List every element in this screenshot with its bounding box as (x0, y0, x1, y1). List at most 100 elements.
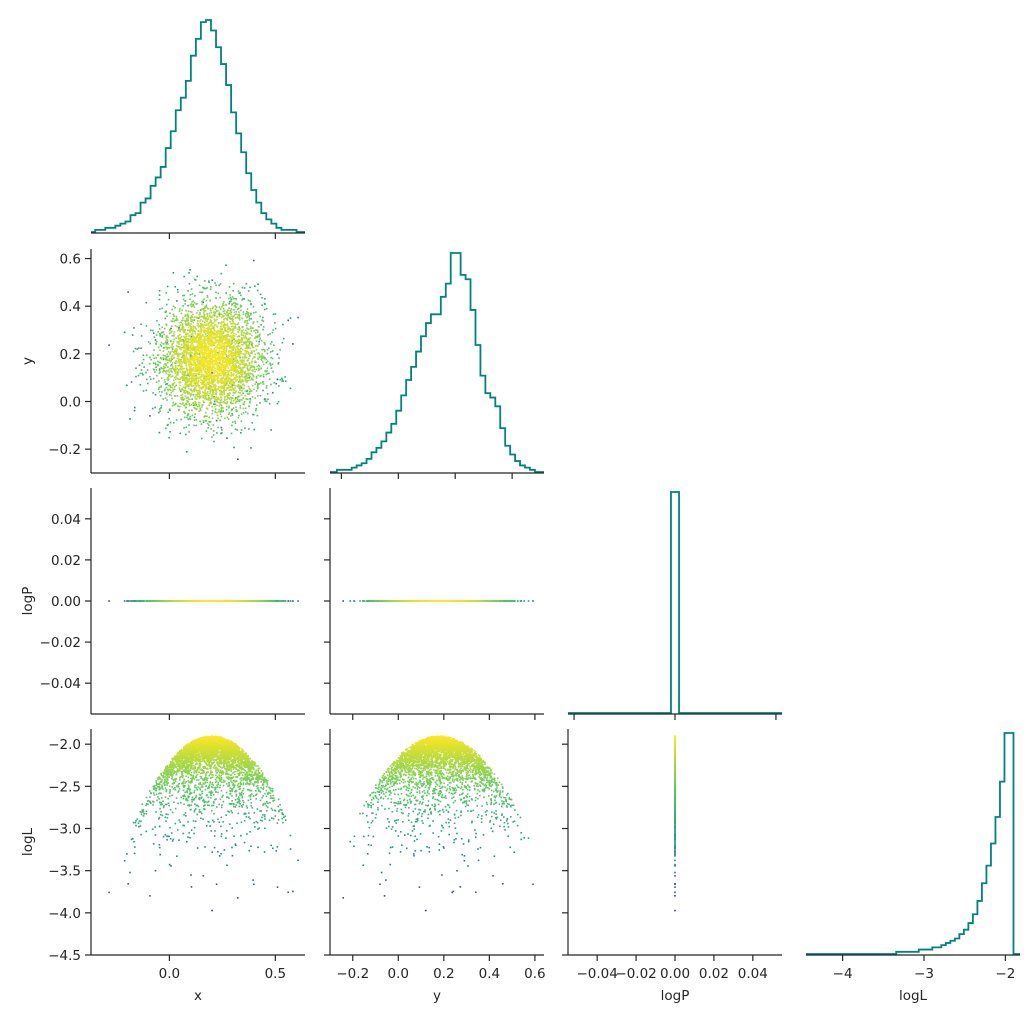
scatter-point (191, 315, 193, 318)
scatter-point (195, 389, 197, 391)
scatter-point (247, 359, 249, 361)
scatter-point (190, 288, 193, 290)
scatter-point (261, 357, 264, 359)
scatter-point (222, 373, 225, 375)
scatter-point (235, 310, 238, 313)
scatter-point (238, 341, 241, 344)
scatter-point (256, 289, 259, 292)
scatter-point (245, 397, 248, 400)
scatter-point (205, 392, 207, 395)
scatter-point (170, 364, 172, 367)
scatter-point (152, 600, 155, 602)
scatter-point (205, 365, 207, 368)
scatter-point (255, 390, 258, 392)
scatter-point (198, 371, 200, 373)
scatter-point (229, 358, 232, 360)
scatter-point (194, 333, 197, 335)
scatter-point (219, 403, 222, 406)
scatter-point (227, 309, 229, 311)
scatter-point (202, 354, 205, 357)
scatter-point (189, 356, 192, 359)
scatter-point (213, 378, 216, 380)
scatter-point (244, 370, 246, 373)
scatter-point (204, 331, 206, 333)
scatter-point (177, 355, 180, 358)
scatter-point (209, 324, 212, 327)
scatter-point (157, 331, 159, 333)
scatter-point (178, 353, 180, 356)
scatter-point (202, 420, 205, 422)
scatter-point (266, 372, 269, 375)
scatter-point (265, 371, 267, 373)
scatter-point (203, 329, 205, 331)
scatter-point (235, 397, 238, 400)
scatter-point (249, 388, 251, 391)
scatter-point (235, 380, 237, 382)
scatter-point (251, 352, 254, 354)
scatter-point (262, 348, 265, 351)
scatter-point (223, 366, 226, 368)
scatter-point (192, 303, 195, 306)
scatter-point (220, 346, 223, 349)
scatter-point (226, 393, 229, 395)
scatter-point (228, 338, 231, 340)
scatter-point (188, 403, 190, 405)
scatter-point (212, 434, 215, 436)
scatter-point (217, 338, 219, 341)
scatter-point (199, 325, 202, 328)
scatter-point (247, 379, 249, 382)
scatter-point (231, 421, 234, 423)
scatter-point (203, 321, 206, 324)
scatter-point (180, 328, 183, 331)
scatter-point (197, 352, 200, 355)
scatter-point (242, 344, 244, 346)
scatter-point (159, 308, 161, 310)
scatter-point (238, 352, 240, 354)
scatter-point (165, 364, 167, 367)
scatter-point (185, 317, 188, 320)
scatter-point (196, 335, 198, 338)
scatter-point (227, 334, 230, 337)
scatter-point (187, 324, 189, 327)
scatter-point (235, 360, 237, 363)
scatter-point (244, 347, 247, 349)
scatter-point (208, 361, 211, 363)
scatter-point (209, 315, 211, 317)
scatter-point (198, 317, 200, 319)
scatter-point (191, 385, 193, 387)
scatter-point (208, 380, 211, 382)
scatter-point (241, 317, 244, 320)
y-tick-label: 0.6 (60, 252, 81, 268)
scatter-point (202, 324, 204, 326)
scatter-point (205, 357, 208, 360)
scatter-point (209, 391, 212, 393)
scatter-point (208, 280, 210, 283)
scatter-point (241, 373, 244, 376)
scatter-point (193, 353, 195, 355)
scatter-point (237, 290, 240, 292)
scatter-point (213, 332, 215, 335)
scatter-point (181, 323, 184, 325)
scatter-point (188, 374, 191, 376)
scatter-point (216, 374, 218, 376)
scatter-point (190, 333, 193, 336)
scatter-point (215, 360, 217, 362)
scatter-point (159, 343, 162, 346)
scatter-point (205, 360, 208, 362)
scatter-point (224, 369, 227, 372)
scatter-point (154, 342, 157, 345)
scatter-point (197, 392, 200, 395)
scatter-point (221, 401, 223, 403)
scatter-point (184, 360, 186, 363)
scatter-point (244, 394, 246, 397)
scatter-point (220, 385, 222, 388)
scatter-point (239, 389, 241, 391)
scatter-point (185, 362, 187, 364)
scatter-point (228, 335, 231, 338)
scatter-point (166, 285, 169, 288)
scatter-point (208, 361, 210, 364)
scatter-point (228, 360, 230, 363)
scatter-point (212, 381, 215, 383)
scatter-point (164, 317, 167, 320)
scatter-point (223, 349, 226, 352)
